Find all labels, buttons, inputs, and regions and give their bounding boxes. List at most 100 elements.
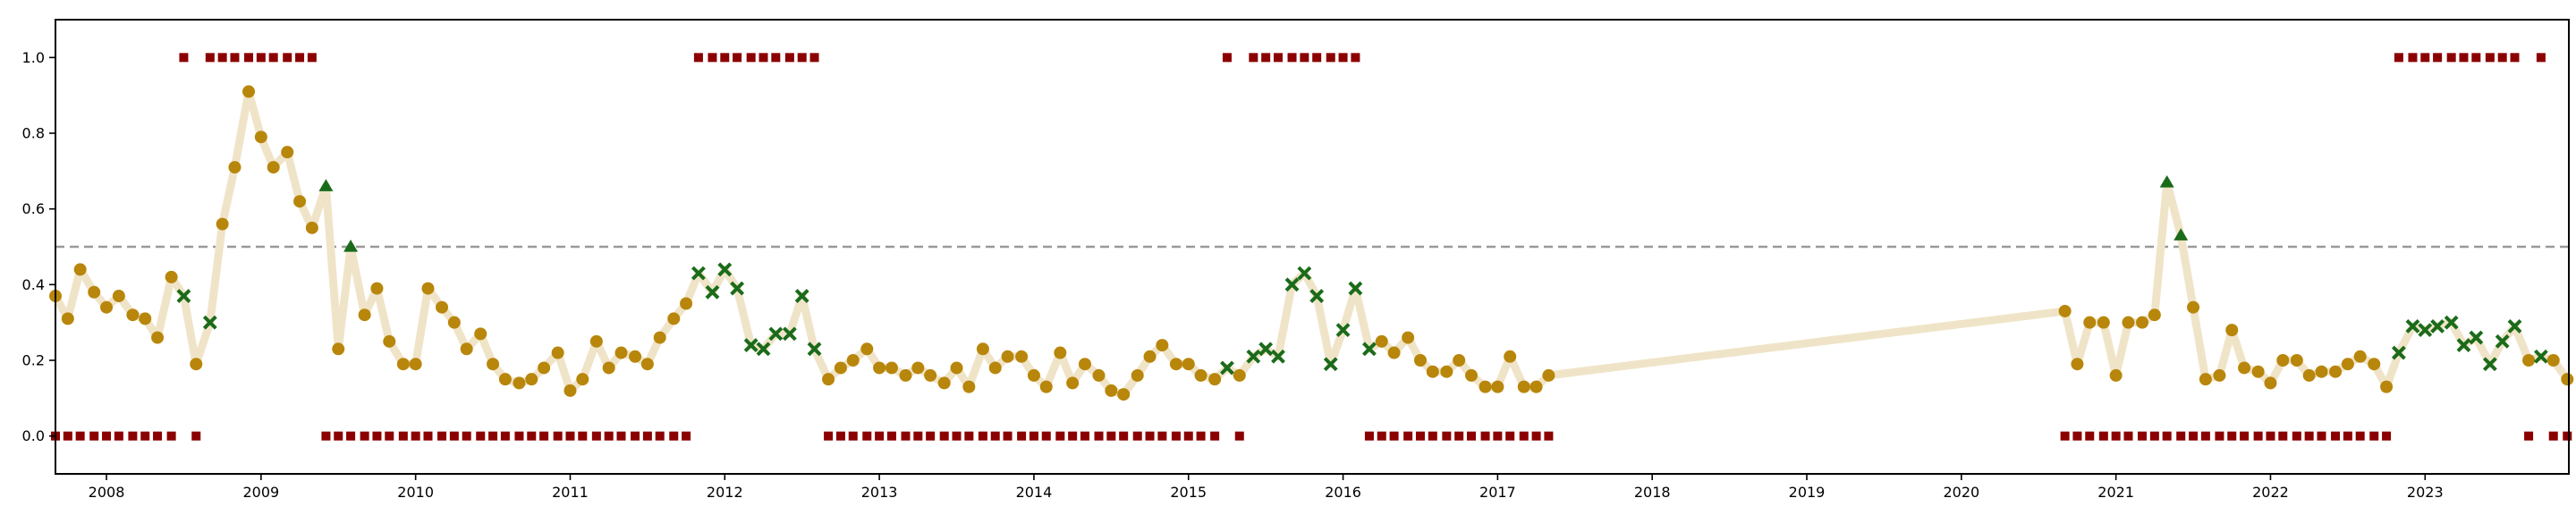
regime-marker [669, 431, 679, 441]
regime-marker [527, 431, 537, 441]
regime-marker [346, 431, 356, 441]
data-point [1182, 358, 1195, 371]
regime-marker [2060, 431, 2070, 441]
regime-marker [2497, 53, 2507, 63]
regime-marker [2266, 431, 2275, 441]
data-point [1156, 339, 1169, 352]
data-point [538, 361, 551, 375]
regime-marker [990, 431, 1000, 441]
regime-marker [2098, 431, 2108, 441]
regime-marker [2446, 53, 2456, 63]
data-point [267, 161, 280, 174]
regime-marker [1454, 431, 1464, 441]
x-tick-label: 2010 [397, 484, 434, 501]
regime-marker [1171, 431, 1181, 441]
data-point [100, 300, 114, 314]
data-point-cross [730, 281, 745, 296]
regime-marker [398, 431, 408, 441]
x-tick-label: 2020 [1943, 484, 1979, 501]
data-point [474, 327, 487, 341]
regime-marker [2563, 431, 2572, 441]
data-point [860, 342, 874, 356]
data-point [2136, 316, 2149, 329]
regime-marker [2253, 431, 2263, 441]
data-point-cross [1284, 277, 1300, 292]
regime-marker [848, 431, 858, 441]
data-point [640, 358, 654, 371]
data-point [421, 282, 435, 295]
regime-marker [604, 431, 614, 441]
data-point [822, 373, 835, 386]
data-point-cross [2495, 333, 2510, 349]
y-tick-label: 0.2 [22, 352, 45, 369]
data-point [834, 361, 847, 375]
x-tick-label: 2023 [2407, 484, 2444, 501]
data-point [498, 373, 512, 386]
regime-marker [2331, 431, 2341, 441]
regime-marker [2278, 431, 2288, 441]
regime-marker [1068, 431, 1078, 441]
data-point [1413, 354, 1427, 367]
data-point-cross [1362, 342, 1377, 357]
data-point [2225, 324, 2239, 337]
data-point-cross [743, 338, 758, 352]
y-tick-label: 1.0 [22, 49, 45, 66]
data-point [2561, 373, 2574, 386]
data-point [2276, 354, 2290, 367]
data-point [2122, 316, 2135, 329]
data-point-cross [1246, 349, 1261, 364]
data-point [487, 358, 500, 371]
data-point [460, 342, 473, 356]
data-point [358, 308, 371, 322]
regime-marker [565, 431, 575, 441]
data-point [2302, 368, 2316, 382]
x-tick-label: 2013 [861, 484, 898, 501]
regime-marker [2485, 53, 2495, 63]
regime-marker [295, 53, 305, 63]
data-point [73, 263, 87, 276]
regime-marker [1377, 431, 1386, 441]
regime-marker [1055, 431, 1065, 441]
data-point [1092, 368, 1106, 382]
regime-marker [179, 53, 189, 63]
regime-marker [2138, 431, 2148, 441]
regime-marker [488, 431, 498, 441]
regime-marker [437, 431, 447, 441]
data-point [899, 368, 912, 382]
regime-marker [693, 53, 703, 63]
data-point [436, 300, 449, 314]
axes-layer: 2008 2009 2010 2011 2012 2013 2014 2015 2016 2017… [22, 19, 2570, 501]
regime-marker [1287, 53, 1297, 63]
data-point [1131, 368, 1144, 382]
regime-marker [372, 431, 382, 441]
data-point [1530, 380, 1543, 393]
regime-marker [1157, 431, 1167, 441]
regime-marker [539, 431, 549, 441]
regime-marker [2149, 431, 2159, 441]
data-point-cross [202, 315, 217, 330]
regime-marker [2343, 431, 2352, 441]
regime-marker [2394, 53, 2403, 63]
regime-marker [256, 53, 266, 63]
data-point [305, 221, 318, 234]
data-point [1375, 334, 1388, 348]
data-point [525, 373, 538, 386]
data-point [1440, 365, 1453, 378]
data-point [1491, 380, 1504, 393]
regime-marker [708, 53, 717, 63]
data-point-triangle [318, 179, 334, 191]
regime-marker [334, 431, 343, 441]
regime-marker [1300, 53, 1309, 63]
regime-marker [2524, 431, 2534, 441]
regime-marker [2355, 431, 2365, 441]
data-point-cross [2430, 318, 2445, 333]
x-tick-label: 2015 [1170, 484, 1207, 501]
regime-marker [720, 53, 730, 63]
data-point [2097, 316, 2110, 329]
data-point [667, 312, 681, 325]
data-point [2264, 376, 2277, 390]
regime-marker [1222, 53, 1232, 63]
regime-marker [591, 431, 601, 441]
regime-marker [642, 431, 652, 441]
data-point [2546, 354, 2560, 367]
